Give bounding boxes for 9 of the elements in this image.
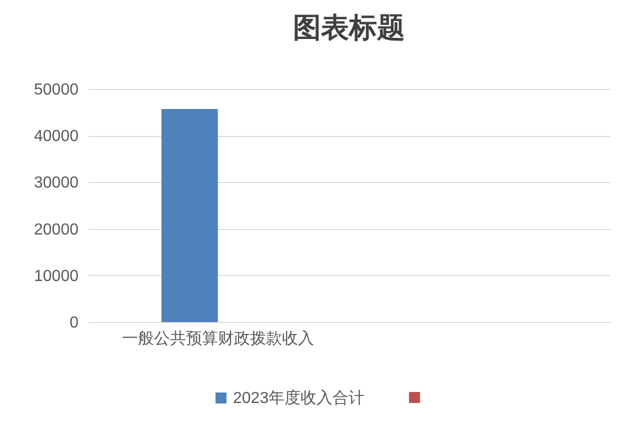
y-tick-label: 0 bbox=[70, 314, 79, 332]
legend-label: 2023年度收入合计 bbox=[233, 389, 365, 407]
y-tick-label: 50000 bbox=[34, 82, 79, 98]
y-tick-label: 40000 bbox=[34, 128, 79, 146]
y-tick-label: 30000 bbox=[34, 174, 79, 192]
y-tick-label: 10000 bbox=[34, 268, 79, 285]
y-tick-label: 20000 bbox=[34, 221, 79, 238]
chart-title: 图表标题 bbox=[293, 12, 405, 43]
x-tick-label: 一般公共预算财政拨款收入 bbox=[122, 330, 314, 348]
